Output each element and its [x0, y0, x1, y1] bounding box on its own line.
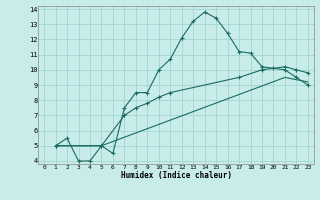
X-axis label: Humidex (Indice chaleur): Humidex (Indice chaleur)	[121, 171, 231, 180]
